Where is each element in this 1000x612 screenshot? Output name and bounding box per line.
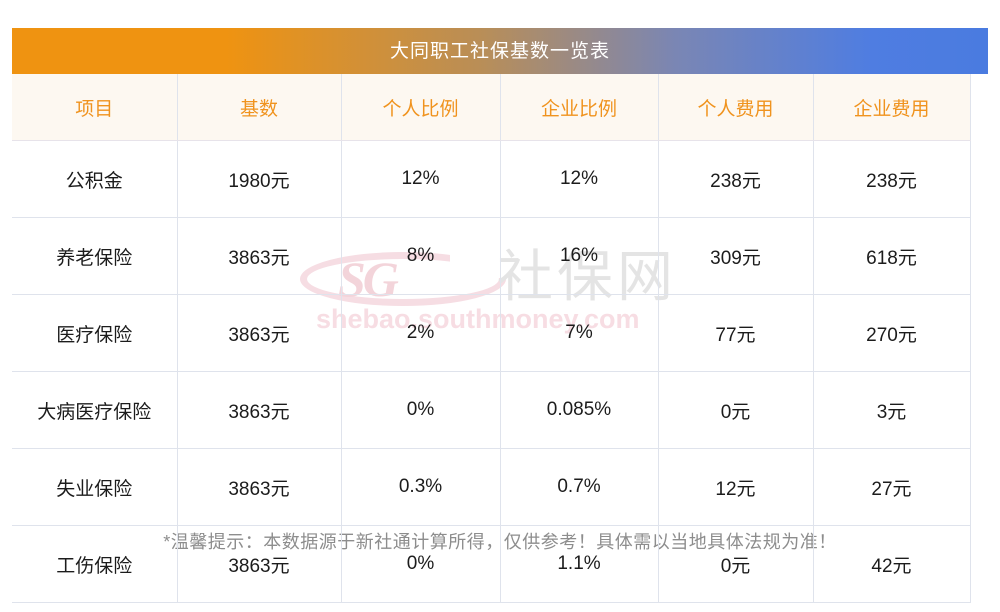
cell-company-fee: 42元	[813, 525, 971, 603]
table-row: 失业保险 3863元 0.3% 0.7% 12元 27元	[12, 448, 971, 526]
column-header-company-rate: 企业比例	[500, 74, 659, 141]
cell-base: 3863元	[177, 371, 342, 449]
cell-personal-fee: 77元	[658, 294, 814, 372]
cell-item: 养老保险	[12, 217, 178, 295]
cell-base: 1980元	[177, 140, 342, 218]
cell-company-fee: 27元	[813, 448, 971, 526]
cell-base: 3863元	[177, 525, 342, 603]
cell-personal-rate: 2%	[341, 294, 501, 372]
cell-personal-fee: 0元	[658, 371, 814, 449]
cell-company-fee: 270元	[813, 294, 971, 372]
cell-base: 3863元	[177, 217, 342, 295]
cell-personal-rate: 0%	[341, 371, 501, 449]
cell-personal-fee: 0元	[658, 525, 814, 603]
cell-item: 失业保险	[12, 448, 178, 526]
table-row: 大病医疗保险 3863元 0% 0.085% 0元 3元	[12, 371, 971, 449]
cell-personal-rate: 0.3%	[341, 448, 501, 526]
column-header-base: 基数	[177, 74, 342, 141]
cell-company-rate: 0.085%	[500, 371, 659, 449]
cell-company-rate: 12%	[500, 140, 659, 218]
column-header-company-fee: 企业费用	[813, 74, 971, 141]
social-insurance-table: 项目 基数 个人比例 企业比例 个人费用 企业费用 公积金 1980元 12% …	[12, 74, 971, 603]
cell-company-rate: 0.7%	[500, 448, 659, 526]
cell-personal-rate: 12%	[341, 140, 501, 218]
table-row: 公积金 1980元 12% 12% 238元 238元	[12, 140, 971, 218]
cell-item: 工伤保险	[12, 525, 178, 603]
cell-base: 3863元	[177, 448, 342, 526]
cell-company-fee: 3元	[813, 371, 971, 449]
cell-personal-rate: 8%	[341, 217, 501, 295]
table-row: 医疗保险 3863元 2% 7% 77元 270元	[12, 294, 971, 372]
column-header-item: 项目	[12, 74, 178, 141]
cell-company-rate: 1.1%	[500, 525, 659, 603]
table-header-row: 项目 基数 个人比例 企业比例 个人费用 企业费用	[12, 74, 971, 141]
column-header-personal-fee: 个人费用	[658, 74, 814, 141]
table-row: 工伤保险 3863元 0% 1.1% 0元 42元	[12, 525, 971, 603]
cell-item: 大病医疗保险	[12, 371, 178, 449]
cell-item: 公积金	[12, 140, 178, 218]
cell-company-fee: 238元	[813, 140, 971, 218]
cell-personal-rate: 0%	[341, 525, 501, 603]
table-container: 项目 基数 个人比例 企业比例 个人费用 企业费用 公积金 1980元 12% …	[12, 74, 971, 603]
cell-base: 3863元	[177, 294, 342, 372]
cell-personal-fee: 238元	[658, 140, 814, 218]
cell-personal-fee: 12元	[658, 448, 814, 526]
page-title: 大同职工社保基数一览表	[389, 40, 610, 62]
column-header-personal-rate: 个人比例	[341, 74, 501, 141]
cell-personal-fee: 309元	[658, 217, 814, 295]
cell-company-rate: 7%	[500, 294, 659, 372]
cell-company-fee: 618元	[813, 217, 971, 295]
cell-item: 医疗保险	[12, 294, 178, 372]
table-body: 公积金 1980元 12% 12% 238元 238元 养老保险 3863元 8…	[12, 140, 971, 603]
table-header: 项目 基数 个人比例 企业比例 个人费用 企业费用	[12, 74, 971, 141]
table-title-bar: 大同职工社保基数一览表	[12, 28, 988, 74]
cell-company-rate: 16%	[500, 217, 659, 295]
table-row: 养老保险 3863元 8% 16% 309元 618元	[12, 217, 971, 295]
